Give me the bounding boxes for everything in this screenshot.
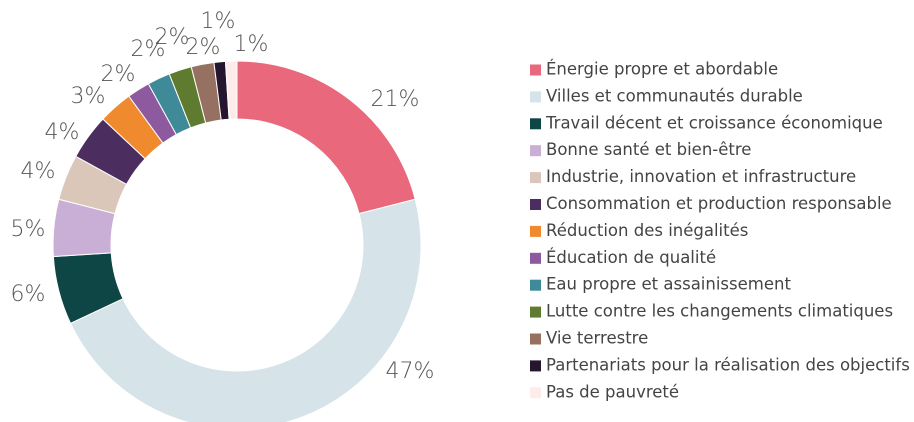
legend-label: Énergie propre et abordable — [546, 60, 778, 79]
legend-label: Consommation et production responsable — [546, 194, 892, 213]
slice — [224, 60, 238, 120]
slice-label: 6% — [11, 282, 46, 307]
legend-label: Éducation de qualité — [546, 248, 716, 267]
slice-label: 1% — [234, 32, 269, 57]
legend-swatch — [530, 64, 541, 76]
slice-label: 4% — [21, 159, 56, 184]
legend-label: Réduction des inégalités — [546, 221, 748, 240]
slice-label: 2% — [186, 35, 221, 60]
legend-label: Lutte contre les changements climatiques — [546, 302, 893, 321]
legend-swatch — [530, 145, 541, 157]
legend-swatch — [530, 333, 541, 345]
legend-swatch — [530, 91, 541, 103]
legend-swatch — [530, 199, 541, 210]
legend-label: Pas de pauvreté — [546, 382, 679, 401]
slice-label: 3% — [71, 84, 106, 109]
legend-swatch — [530, 252, 541, 264]
legend-label: Bonne santé et bien-être — [546, 140, 751, 159]
legend-swatch — [530, 279, 541, 291]
slice-label: 5% — [11, 217, 46, 242]
slice-label: 2% — [155, 25, 190, 50]
legend-label: Vie terrestre — [546, 329, 648, 348]
slice-label: 47% — [386, 359, 435, 384]
legend-swatch — [530, 306, 541, 318]
slice — [69, 198, 422, 422]
slice-label: 2% — [101, 62, 136, 87]
legend-swatch — [530, 387, 541, 399]
legend-label: Partenariats pour la réalisation des obj… — [546, 355, 910, 374]
slice-label: 2% — [131, 37, 166, 62]
slice-label: 1% — [201, 9, 236, 34]
slice — [236, 60, 416, 215]
legend-label: Villes et communautés durable — [546, 86, 803, 105]
legend-swatch — [530, 118, 541, 130]
slice-label: 21% — [371, 87, 420, 112]
legend-swatch — [530, 172, 541, 184]
legend-label: Travail décent et croissance économique — [545, 113, 883, 132]
slice-label: 4% — [45, 120, 80, 145]
legend-label: Eau propre et assainissement — [546, 275, 791, 294]
legend-swatch — [530, 225, 541, 237]
legend-label: Industrie, innovation et infrastructure — [546, 167, 856, 186]
legend-swatch — [530, 360, 541, 372]
